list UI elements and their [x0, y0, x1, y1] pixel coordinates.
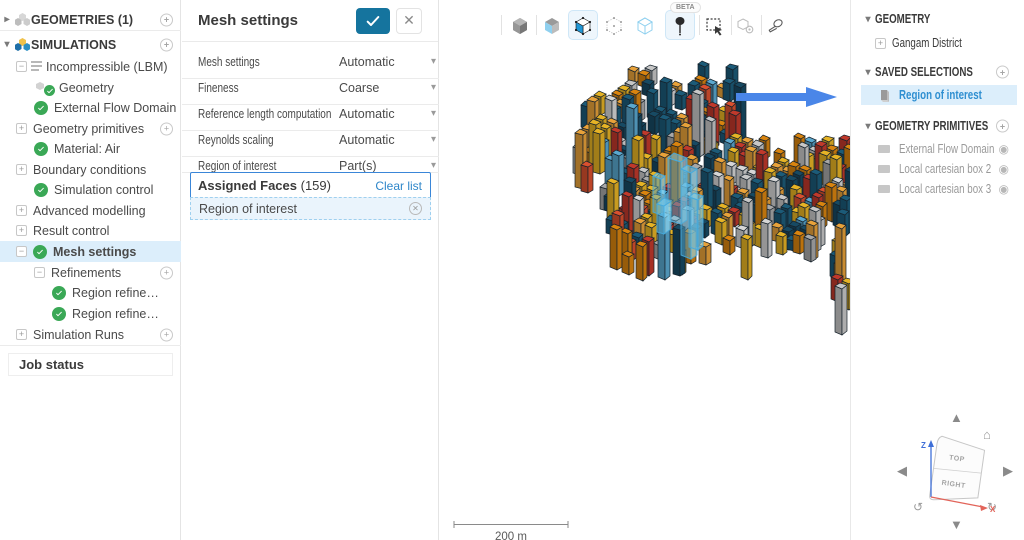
- svg-text:Z: Z: [921, 441, 926, 450]
- svg-text:X: X: [990, 505, 996, 514]
